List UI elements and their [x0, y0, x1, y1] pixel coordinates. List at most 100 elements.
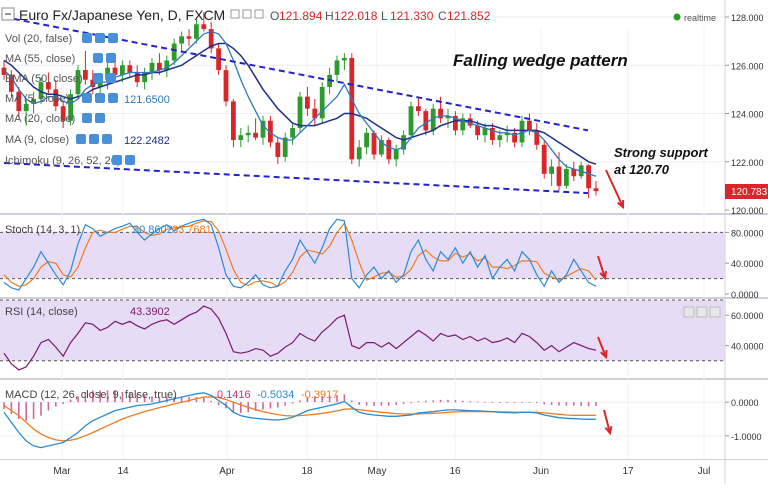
macd-histogram-bar: [476, 401, 479, 403]
macd-lines: [3, 390, 597, 449]
candle-body: [319, 86, 325, 119]
legend-value: 122.2482: [124, 135, 170, 147]
close-icon[interactable]: [254, 9, 264, 19]
legend-row[interactable]: Vol (20, false): [5, 33, 118, 45]
candle-body: [556, 166, 562, 186]
candle-body: [571, 168, 577, 177]
candle-body: [46, 82, 51, 90]
macd-histogram-bar: [55, 402, 57, 407]
candle-body: [475, 125, 480, 136]
candle-body: [290, 127, 295, 138]
settings-icon[interactable]: [125, 155, 135, 165]
candle-body: [356, 147, 362, 160]
realtime-dot-icon: [673, 13, 681, 21]
price-tick-label: 128.000: [731, 13, 764, 23]
macd-histogram-bar: [491, 402, 494, 403]
settings-icon[interactable]: [106, 73, 116, 83]
candle-body: [97, 79, 103, 87]
eye-icon[interactable]: [82, 113, 92, 123]
settings-icon[interactable]: [89, 134, 99, 144]
legend-value: 121.6500: [124, 94, 170, 106]
macd-line: [3, 392, 597, 449]
candle-body: [171, 43, 177, 61]
eye-icon[interactable]: [230, 9, 240, 19]
legend-row[interactable]: EMA (50, close): [5, 73, 116, 85]
legend-row[interactable]: MA (55, close): [5, 53, 116, 65]
legend-label: EMA (50, close): [5, 73, 83, 85]
rsi-tick-label: 40.0000: [731, 342, 764, 352]
macd-histogram-bar: [521, 402, 523, 403]
macd-histogram-bar: [410, 402, 412, 404]
candle-body: [297, 96, 303, 128]
macd-histogram-bar: [388, 402, 390, 406]
stoch-tick-label: 80.0000: [731, 228, 764, 238]
macd-histogram-bar: [558, 402, 560, 406]
down-arrow-head: [599, 270, 607, 281]
chart-header: Euro Fx/Japanese Yen, D, FXCM O 121.894 …: [1, 7, 716, 23]
macd-histogram-bar: [454, 400, 457, 403]
realtime-status: realtime: [684, 13, 716, 23]
candle-body: [401, 135, 406, 150]
chart-title: Euro Fx/Japanese Yen, D, FXCM: [19, 7, 225, 23]
candle-body: [541, 144, 547, 174]
down-arrow-shaft: [597, 336, 607, 358]
settings-icon[interactable]: [95, 33, 105, 43]
wedge-upper-line: [3, 16, 589, 132]
legend-row[interactable]: MA (9, close) 122.2482: [5, 134, 170, 147]
support-annotation-line2: at 120.70: [614, 162, 670, 177]
close-icon[interactable]: [108, 33, 118, 43]
candle-body: [342, 58, 347, 61]
indicator-titles: Stoch (14, 3, 1) 30.8602 33.7681 RSI (14…: [5, 224, 338, 401]
stoch-tick-label: 40.0000: [731, 259, 764, 269]
macd-histogram-bar: [550, 402, 553, 405]
macd-histogram-bar: [291, 402, 294, 404]
macd-hist-value: 0.1416: [217, 389, 251, 401]
settings-icon[interactable]: [95, 113, 105, 123]
candle-body: [68, 94, 73, 121]
candle-body: [408, 106, 414, 136]
time-tick-label: Jul: [698, 466, 711, 477]
ohlc-high-key: H: [325, 9, 334, 23]
eye-icon[interactable]: [76, 134, 86, 144]
stoch-d-value: 33.7681: [172, 224, 212, 236]
support-annotation-line1: Strong support: [614, 145, 709, 160]
candle-body: [386, 140, 392, 160]
pane-separator-2: [0, 297, 768, 299]
eye-icon[interactable]: [112, 155, 122, 165]
macd-histogram-bar: [499, 402, 501, 403]
macd-histogram-bar: [240, 402, 242, 413]
candle-body: [134, 72, 140, 83]
legend-row[interactable]: MA (20, close): [5, 113, 105, 125]
macd-histogram-bar: [262, 402, 264, 410]
pane-close-icon[interactable]: [709, 306, 721, 318]
eye-icon[interactable]: [82, 33, 92, 43]
legend-label: Vol (20, false): [5, 33, 72, 45]
settings-icon[interactable]: [95, 93, 105, 103]
candle-body: [223, 70, 229, 102]
candle-body: [482, 127, 488, 136]
down-arrow-head: [604, 425, 613, 436]
candle-body: [238, 135, 244, 141]
candle-body: [253, 132, 258, 138]
eye-icon[interactable]: [82, 93, 92, 103]
legend-row[interactable]: MA (5, close) 121.6500: [5, 93, 170, 106]
legend-row[interactable]: Ichimoku (9, 26, 52, 26): [5, 155, 135, 167]
macd-histogram-bar: [469, 401, 471, 403]
candle-body: [549, 166, 554, 174]
pane-up-icon[interactable]: [696, 306, 708, 318]
eye-icon[interactable]: [93, 53, 103, 63]
macd-histogram-bar: [166, 396, 168, 403]
pane-collapse-icon[interactable]: [683, 306, 695, 318]
price-tick-label: 124.000: [731, 110, 764, 120]
settings-icon[interactable]: [242, 9, 252, 19]
eye-icon[interactable]: [93, 73, 103, 83]
ohlc-low-value: 121.330: [390, 9, 434, 23]
rsi-line: [3, 305, 597, 371]
down-arrow-shaft: [603, 409, 611, 434]
close-icon[interactable]: [102, 134, 112, 144]
close-icon[interactable]: [108, 93, 118, 103]
stochastic-lines: [3, 218, 597, 291]
settings-icon[interactable]: [106, 53, 116, 63]
